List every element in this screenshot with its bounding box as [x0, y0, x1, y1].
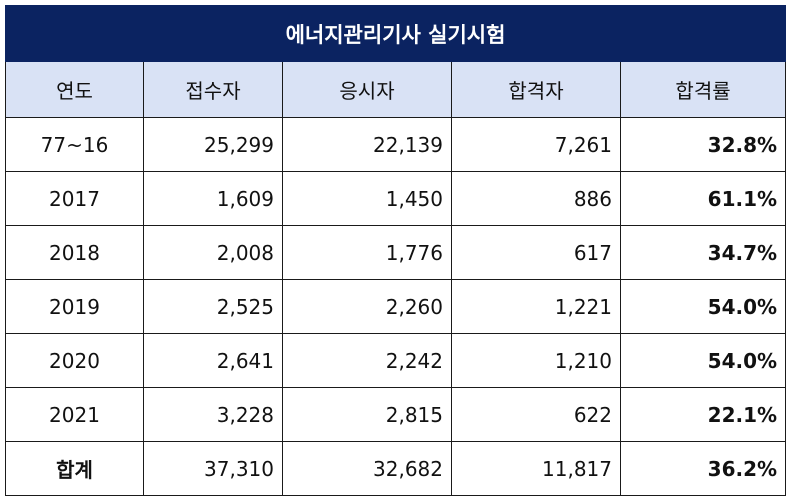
table-total-row: 합계 37,310 32,682 11,817 36.2%: [5, 441, 787, 496]
cell-examinees: 2,815: [282, 387, 452, 442]
cell-passers: 1,210: [451, 333, 621, 388]
exam-stats-table-container: 에너지관리기사 실기시험 연도 접수자 응시자 합격자 합격률 77~16 25…: [4, 5, 787, 496]
cell-year: 2020: [5, 333, 144, 388]
cell-pass-rate: 54.0%: [619, 279, 787, 334]
cell-pass-rate: 22.1%: [619, 387, 787, 442]
header-passers: 합격자: [451, 61, 621, 118]
cell-year: 2017: [5, 171, 144, 226]
cell-examinees: 22,139: [282, 117, 452, 172]
cell-year: 2021: [5, 387, 144, 442]
cell-total-applicants: 37,310: [143, 441, 283, 496]
cell-applicants: 1,609: [143, 171, 283, 226]
cell-pass-rate: 34.7%: [619, 225, 787, 280]
cell-passers: 622: [451, 387, 621, 442]
cell-total-passers: 11,817: [451, 441, 621, 496]
table-title-row: 에너지관리기사 실기시험: [4, 5, 787, 62]
table-row: 2017 1,609 1,450 886 61.1%: [5, 171, 787, 226]
cell-total-pass-rate: 36.2%: [619, 441, 787, 496]
table-row: 2020 2,641 2,242 1,210 54.0%: [5, 333, 787, 388]
cell-applicants: 2,008: [143, 225, 283, 280]
cell-passers: 1,221: [451, 279, 621, 334]
header-year: 연도: [5, 61, 144, 118]
exam-stats-table: 에너지관리기사 실기시험 연도 접수자 응시자 합격자 합격률 77~16 25…: [4, 5, 787, 496]
table-row: 2018 2,008 1,776 617 34.7%: [5, 225, 787, 280]
cell-total-label: 합계: [5, 441, 144, 496]
cell-examinees: 2,242: [282, 333, 452, 388]
cell-examinees: 1,776: [282, 225, 452, 280]
table-row: 2019 2,525 2,260 1,221 54.0%: [5, 279, 787, 334]
table-row: 2021 3,228 2,815 622 22.1%: [5, 387, 787, 442]
cell-passers: 886: [451, 171, 621, 226]
cell-year: 77~16: [5, 117, 144, 172]
table-row: 77~16 25,299 22,139 7,261 32.8%: [5, 117, 787, 172]
cell-applicants: 25,299: [143, 117, 283, 172]
table-header-row: 연도 접수자 응시자 합격자 합격률: [5, 61, 787, 118]
header-pass-rate: 합격률: [619, 61, 787, 118]
cell-applicants: 2,641: [143, 333, 283, 388]
cell-applicants: 2,525: [143, 279, 283, 334]
cell-total-examinees: 32,682: [282, 441, 452, 496]
cell-applicants: 3,228: [143, 387, 283, 442]
cell-year: 2018: [5, 225, 144, 280]
cell-pass-rate: 54.0%: [619, 333, 787, 388]
cell-pass-rate: 32.8%: [619, 117, 787, 172]
cell-pass-rate: 61.1%: [619, 171, 787, 226]
cell-year: 2019: [5, 279, 144, 334]
table-title: 에너지관리기사 실기시험: [4, 5, 787, 62]
cell-passers: 617: [451, 225, 621, 280]
header-applicants: 접수자: [143, 61, 283, 118]
cell-examinees: 2,260: [282, 279, 452, 334]
cell-passers: 7,261: [451, 117, 621, 172]
cell-examinees: 1,450: [282, 171, 452, 226]
header-examinees: 응시자: [282, 61, 452, 118]
